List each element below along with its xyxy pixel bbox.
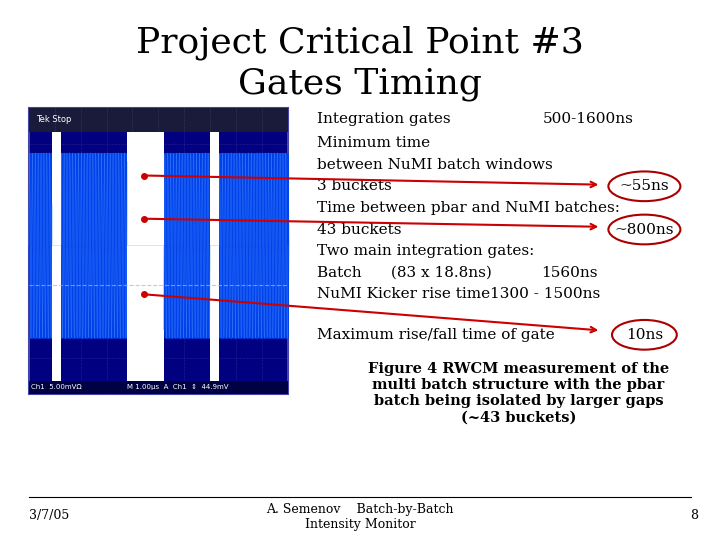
Text: 8: 8: [690, 509, 698, 522]
Text: Ch1  5.00mVΩ: Ch1 5.00mVΩ: [31, 384, 81, 390]
Text: Maximum rise/fall time of gate: Maximum rise/fall time of gate: [317, 328, 554, 342]
Text: Tek Stop: Tek Stop: [36, 116, 71, 124]
Text: between NuMI batch windows: between NuMI batch windows: [317, 158, 552, 172]
Text: Two main integration gates:: Two main integration gates:: [317, 244, 534, 258]
Text: 1560ns: 1560ns: [541, 266, 598, 280]
Text: M 1.00μs  A  Ch1  ⇕  44.9mV: M 1.00μs A Ch1 ⇕ 44.9mV: [127, 384, 229, 390]
Text: Integration gates: Integration gates: [317, 112, 451, 126]
Text: ~55ns: ~55ns: [620, 179, 669, 193]
Bar: [29, 381, 288, 394]
Text: Gates Timing: Gates Timing: [238, 67, 482, 100]
Text: 3 buckets: 3 buckets: [317, 179, 392, 193]
Bar: [127, 132, 163, 383]
Text: 1300 - 1500ns: 1300 - 1500ns: [490, 287, 600, 301]
Text: NuMI Kicker rise time: NuMI Kicker rise time: [317, 287, 490, 301]
Text: 3/7/05: 3/7/05: [29, 509, 69, 522]
Text: Time between pbar and NuMI batches:: Time between pbar and NuMI batches:: [317, 201, 620, 215]
Text: Figure 4 RWCM measurement of the
multi batch structure with the pbar
batch being: Figure 4 RWCM measurement of the multi b…: [368, 362, 669, 424]
Text: Project Critical Point #3: Project Critical Point #3: [136, 26, 584, 60]
Text: ~800ns: ~800ns: [615, 222, 674, 237]
Text: 10ns: 10ns: [626, 328, 663, 342]
Bar: [52, 132, 61, 383]
Text: A. Semenov    Batch-by-Batch
Intensity Monitor: A. Semenov Batch-by-Batch Intensity Moni…: [266, 503, 454, 531]
Bar: [29, 108, 288, 394]
Bar: [29, 108, 288, 132]
Text: Batch      (83 x 18.8ns): Batch (83 x 18.8ns): [317, 266, 492, 280]
Text: 43 buckets: 43 buckets: [317, 222, 401, 237]
Text: Minimum time: Minimum time: [317, 136, 430, 150]
Bar: [210, 132, 220, 383]
Text: 500-1600ns: 500-1600ns: [543, 112, 634, 126]
